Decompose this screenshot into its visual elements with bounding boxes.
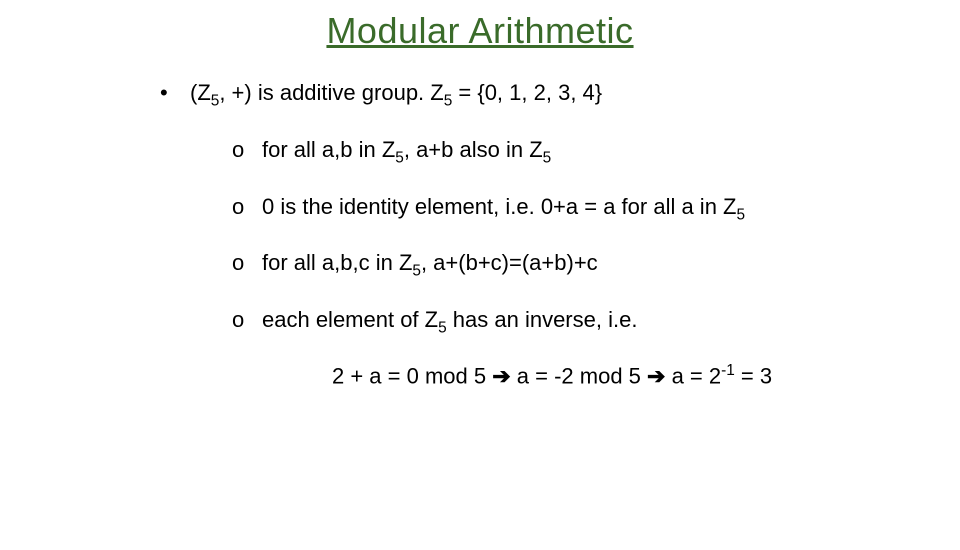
sub-marker: o xyxy=(232,249,262,278)
sub-marker: o xyxy=(232,193,262,222)
sub-text: 0 is the identity element, i.e. 0+a = a … xyxy=(262,193,745,225)
sub-text: each element of Z5 has an inverse, i.e. xyxy=(262,306,637,338)
list-item: o for all a,b,c in Z5, a+(b+c)=(a+b)+c xyxy=(232,249,900,281)
final-equation: 2 + a = 0 mod 5 ➔ a = -2 mod 5 ➔ a = 2-1… xyxy=(232,362,900,389)
sub-list: o for all a,b in Z5, a+b also in Z5 o 0 … xyxy=(160,136,900,389)
page-title: Modular Arithmetic xyxy=(0,10,960,52)
arrow-icon: ➔ xyxy=(647,363,665,388)
list-item: o 0 is the identity element, i.e. 0+a = … xyxy=(232,193,900,225)
bullet-marker: • xyxy=(160,80,190,106)
list-item: o each element of Z5 has an inverse, i.e… xyxy=(232,306,900,338)
sub-marker: o xyxy=(232,306,262,335)
sub-text: for all a,b,c in Z5, a+(b+c)=(a+b)+c xyxy=(262,249,598,281)
content-area: • (Z5, +) is additive group. Z5 = {0, 1,… xyxy=(0,80,960,389)
sub-marker: o xyxy=(232,136,262,165)
list-item: o for all a,b in Z5, a+b also in Z5 xyxy=(232,136,900,168)
sub-text: for all a,b in Z5, a+b also in Z5 xyxy=(262,136,551,168)
main-bullet: • (Z5, +) is additive group. Z5 = {0, 1,… xyxy=(160,80,900,110)
bullet-text: (Z5, +) is additive group. Z5 = {0, 1, 2… xyxy=(190,80,602,110)
arrow-icon: ➔ xyxy=(492,363,510,388)
